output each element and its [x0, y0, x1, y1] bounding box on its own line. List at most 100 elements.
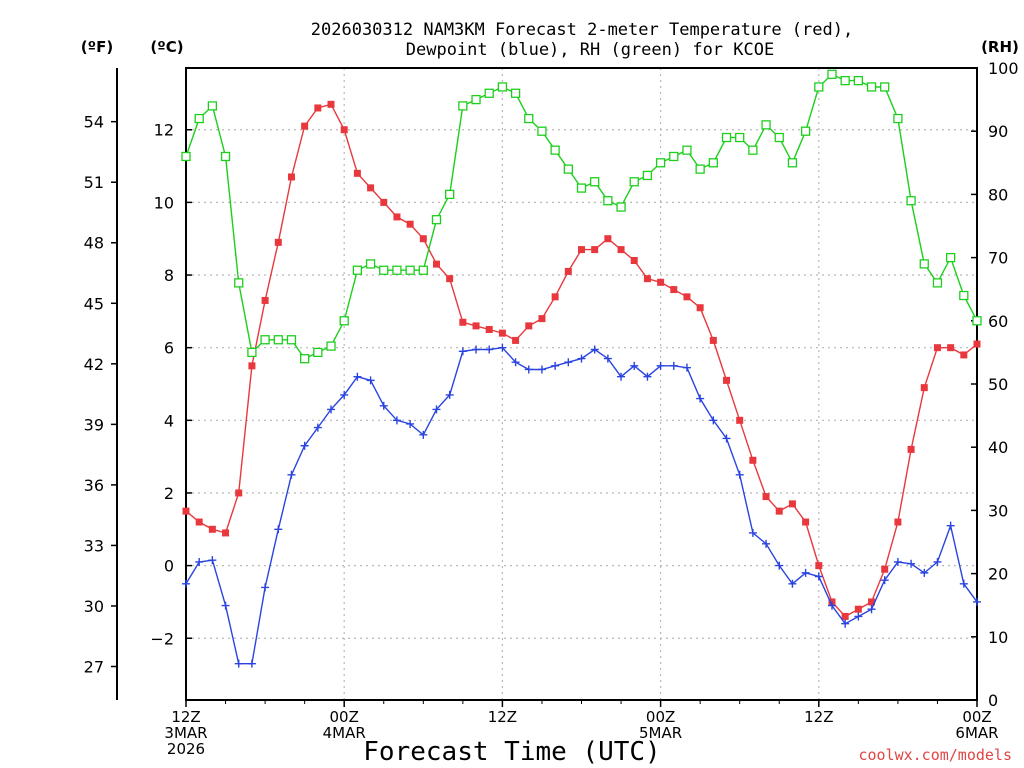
- point-0-34: [630, 257, 638, 265]
- point-0-45: [775, 507, 783, 515]
- point-0-15: [380, 198, 388, 206]
- plot-frame: [185, 67, 978, 701]
- x-tick-label-0-0: 12Z: [171, 708, 200, 726]
- point-1-36: [656, 361, 665, 370]
- f-tick-label-48: 48: [84, 234, 104, 253]
- point-1-60: [973, 597, 981, 606]
- point-2-38: [682, 145, 692, 155]
- rh-tick-label-0: 0: [988, 691, 998, 710]
- point-0-26: [525, 322, 533, 330]
- point-0-37: [670, 286, 678, 294]
- point-0-9: [301, 122, 309, 130]
- point-0-13: [353, 169, 361, 177]
- f-tick-label-51: 51: [84, 173, 104, 192]
- point-0-36: [657, 278, 665, 286]
- point-2-2: [207, 101, 218, 111]
- point-2-46: [787, 158, 798, 168]
- f-tick-label-33: 33: [84, 536, 104, 555]
- x-tick-label-48-0: 12Z: [804, 708, 833, 726]
- point-1-57: [933, 557, 942, 566]
- point-0-46: [788, 500, 796, 508]
- point-2-4: [234, 278, 244, 288]
- point-0-21: [459, 318, 467, 326]
- point-0-16: [393, 213, 401, 221]
- point-2-26: [524, 113, 534, 124]
- point-1-2: [208, 556, 217, 565]
- point-2-14: [365, 259, 376, 269]
- point-1-33: [617, 372, 626, 381]
- point-0-10: [314, 104, 322, 112]
- point-2-56: [919, 259, 929, 269]
- point-0-30: [578, 246, 585, 254]
- point-2-55: [906, 196, 916, 206]
- point-0-53: [881, 565, 889, 573]
- rh-tick-label-20: 20: [988, 565, 1008, 584]
- point-1-10: [313, 423, 322, 432]
- point-1-13: [353, 372, 362, 381]
- point-0-42: [736, 416, 744, 424]
- point-2-32: [603, 196, 613, 206]
- point-1-44: [762, 539, 771, 548]
- point-0-23: [485, 326, 493, 334]
- point-2-27: [537, 126, 547, 136]
- rh-tick-label-80: 80: [988, 185, 1008, 204]
- f-tick-label-54: 54: [84, 113, 104, 132]
- point-0-50: [841, 612, 849, 620]
- point-2-58: [945, 252, 956, 263]
- point-2-24: [497, 82, 508, 92]
- point-1-52: [867, 605, 876, 614]
- point-0-12: [340, 126, 348, 134]
- tick-labels: 27 30 33 36 39 42 45 48 51 54 −2 0 2 4 6 8 10 12 0 10 20 30 40…: [84, 59, 1019, 758]
- point-0-32: [604, 235, 612, 243]
- point-1-8: [287, 470, 296, 479]
- rh-tick-label-40: 40: [988, 438, 1008, 457]
- series-rh: [181, 69, 982, 364]
- point-2-41: [721, 132, 732, 143]
- point-2-29: [563, 164, 573, 174]
- point-2-60: [972, 316, 982, 326]
- x-tick-label-36-1: 5MAR: [639, 724, 682, 742]
- point-1-55: [907, 559, 916, 568]
- point-1-21: [458, 347, 467, 356]
- point-0-11: [327, 100, 335, 108]
- point-2-30: [576, 183, 587, 193]
- point-0-1: [195, 518, 203, 526]
- point-1-28: [551, 361, 560, 370]
- point-2-31: [590, 177, 600, 187]
- x-tick-label-12-0: 00Z: [330, 708, 359, 726]
- point-1-30: [577, 354, 586, 363]
- point-0-24: [498, 329, 506, 337]
- point-2-20: [445, 189, 455, 200]
- point-2-12: [339, 316, 349, 326]
- point-1-5: [247, 659, 256, 668]
- point-1-6: [261, 583, 270, 592]
- point-0-33: [617, 246, 625, 254]
- point-2-45: [774, 132, 784, 143]
- point-2-35: [642, 170, 653, 181]
- point-0-5: [248, 362, 256, 370]
- rh-unit-label: (RH): [981, 38, 1019, 56]
- axes: [111, 67, 978, 707]
- rh-tick-label-60: 60: [988, 312, 1008, 331]
- point-0-28: [551, 293, 559, 301]
- point-1-26: [524, 365, 533, 374]
- point-0-48: [815, 562, 823, 570]
- c-tick-label-6: 6: [164, 339, 174, 358]
- point-2-59: [959, 290, 969, 301]
- x-tick-label-24-0: 12Z: [488, 708, 517, 726]
- f-tick-label-27: 27: [84, 658, 104, 677]
- point-1-11: [327, 405, 336, 414]
- point-0-20: [446, 275, 454, 283]
- point-1-27: [537, 365, 546, 374]
- point-1-35: [643, 372, 652, 381]
- c-tick-label--2: −2: [150, 629, 174, 648]
- point-1-32: [603, 354, 612, 363]
- point-2-47: [800, 126, 811, 136]
- series-dewpoint: [182, 343, 981, 668]
- point-1-19: [432, 405, 441, 414]
- point-1-16: [392, 416, 401, 425]
- point-2-28: [550, 145, 560, 155]
- point-2-19: [431, 215, 442, 225]
- point-2-17: [405, 265, 415, 275]
- point-1-54: [893, 557, 902, 566]
